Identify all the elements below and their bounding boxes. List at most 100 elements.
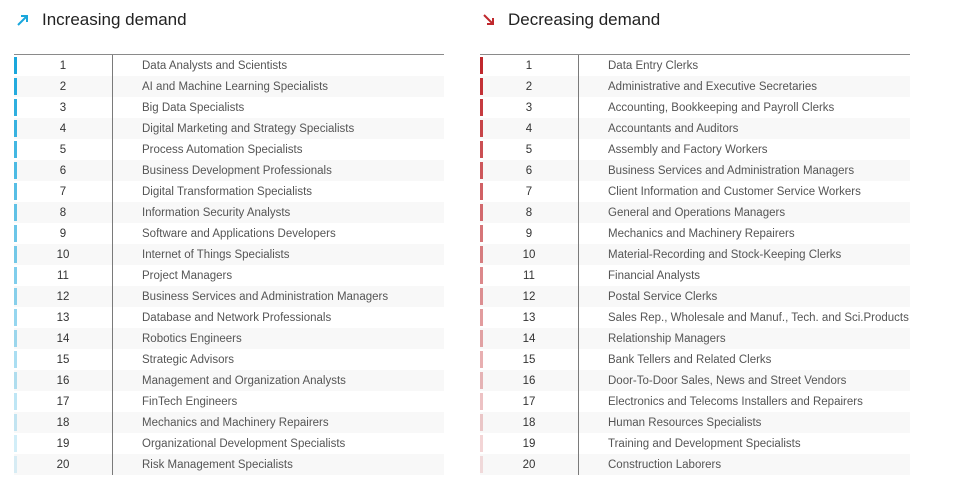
table-row: 17 FinTech Engineers [14, 391, 444, 412]
rank-indicator-bar [480, 120, 483, 137]
rank-number: 3 [59, 101, 67, 114]
table-row: 20 Risk Management Specialists [14, 454, 444, 475]
job-title: Database and Network Professionals [142, 311, 332, 324]
table-row: 20 Construction Laborers [480, 454, 910, 475]
rank-number: 8 [525, 206, 533, 219]
table-row: 12 Business Services and Administration M… [14, 286, 444, 307]
job-title: Training and Development Specialists [608, 437, 801, 450]
column-divider [112, 202, 113, 223]
job-title: Mechanics and Machinery Repairers [142, 416, 329, 429]
table-row: 15 Strategic Advisors [14, 349, 444, 370]
rank-indicator-bar [480, 246, 483, 263]
column-divider [112, 76, 113, 97]
rank-indicator-bar [480, 267, 483, 284]
rank-number: 19 [522, 437, 536, 450]
job-title: Bank Tellers and Related Clerks [608, 353, 772, 366]
column-divider [112, 286, 113, 307]
job-title: Digital Marketing and Strategy Specialis… [142, 122, 355, 135]
column-divider [578, 349, 579, 370]
rank-indicator-bar [480, 183, 483, 200]
rank-indicator-bar [480, 204, 483, 221]
column-divider [112, 433, 113, 454]
increasing-title: Increasing demand [42, 10, 187, 29]
rank-number: 14 [522, 332, 536, 345]
job-title: Business Services and Administration Man… [142, 290, 389, 303]
table-row: 16 Management and Organization Analysts [14, 370, 444, 391]
column-divider [112, 139, 113, 160]
rank-indicator-bar [480, 57, 483, 74]
table-row: 18 Human Resources Specialists [480, 412, 910, 433]
table-row: 18 Mechanics and Machinery Repairers [14, 412, 444, 433]
table-row: 8 General and Operations Managers [480, 202, 910, 223]
job-title: Door-To-Door Sales, News and Street Vend… [608, 374, 847, 387]
rank-number: 20 [522, 458, 536, 471]
rank-indicator-bar [480, 288, 483, 305]
column-divider [578, 265, 579, 286]
decreasing-title: Decreasing demand [508, 10, 661, 29]
rank-indicator-bar [480, 78, 483, 95]
rank-number: 20 [56, 458, 70, 471]
column-divider [112, 454, 113, 475]
rank-number: 17 [522, 395, 536, 408]
column-divider [578, 370, 579, 391]
table-row: 14 Relationship Managers [480, 328, 910, 349]
table-row: 10 Internet of Things Specialists [14, 244, 444, 265]
rank-number: 3 [525, 101, 533, 114]
table-row: 11 Financial Analysts [480, 265, 910, 286]
job-title: Mechanics and Machinery Repairers [608, 227, 795, 240]
rank-number: 6 [525, 164, 533, 177]
column-divider [112, 307, 113, 328]
rank-number: 11 [523, 269, 535, 282]
job-title: Management and Organization Analysts [142, 374, 346, 387]
column-divider [578, 328, 579, 349]
job-title: Administrative and Executive Secretaries [608, 80, 818, 93]
rank-number: 11 [57, 269, 69, 282]
decreasing-table: 1 Data Entry Clerks 2 Administrative and Ex… [480, 54, 910, 475]
rank-indicator-bar [480, 393, 483, 410]
rank-indicator-bar [14, 204, 17, 221]
rank-indicator-bar [14, 225, 17, 242]
table-row: 1 Data Entry Clerks [480, 55, 910, 76]
rank-number: 16 [522, 374, 536, 387]
rank-number: 5 [59, 143, 67, 156]
rank-indicator-bar [14, 351, 17, 368]
arrow-down-right-icon [483, 14, 494, 25]
table-row: 7 Client Information and Customer Service… [480, 181, 910, 202]
rank-indicator-bar [480, 456, 483, 473]
rank-indicator-bar [480, 330, 483, 347]
rank-number: 14 [56, 332, 70, 345]
rank-number: 18 [522, 416, 536, 429]
column-divider [578, 118, 579, 139]
rank-number: 13 [522, 311, 536, 324]
column-divider [578, 286, 579, 307]
column-divider [578, 202, 579, 223]
column-divider [112, 244, 113, 265]
table-row: 4 Digital Marketing and Strategy Speciali… [14, 118, 444, 139]
rank-indicator-bar [14, 183, 17, 200]
rank-number: 7 [525, 185, 533, 198]
rank-indicator-bar [14, 414, 17, 431]
rank-number: 12 [522, 290, 536, 303]
table-row: 17 Electronics and Telecoms Installers an… [480, 391, 910, 412]
rank-indicator-bar [14, 288, 17, 305]
column-divider [578, 391, 579, 412]
rank-indicator-bar [14, 78, 17, 95]
rank-indicator-bar [14, 162, 17, 179]
table-row: 8 Information Security Analysts [14, 202, 444, 223]
table-row: 6 Business Development Professionals [14, 160, 444, 181]
table-row: 10 Material-Recording and Stock-Keeping C… [480, 244, 910, 265]
job-title: Business Services and Administration Man… [608, 164, 855, 177]
rank-indicator-bar [14, 393, 17, 410]
column-divider [578, 454, 579, 475]
rank-indicator-bar [480, 435, 483, 452]
table-row: 12 Postal Service Clerks [480, 286, 910, 307]
rank-number: 10 [522, 248, 536, 261]
job-title: Financial Analysts [608, 269, 701, 282]
job-title: Risk Management Specialists [142, 458, 293, 471]
column-divider [578, 412, 579, 433]
table-row: 5 Assembly and Factory Workers [480, 139, 910, 160]
table-row: 2 AI and Machine Learning Specialists [14, 76, 444, 97]
rank-indicator-bar [14, 141, 17, 158]
rank-indicator-bar [480, 414, 483, 431]
job-title: Postal Service Clerks [608, 290, 718, 303]
